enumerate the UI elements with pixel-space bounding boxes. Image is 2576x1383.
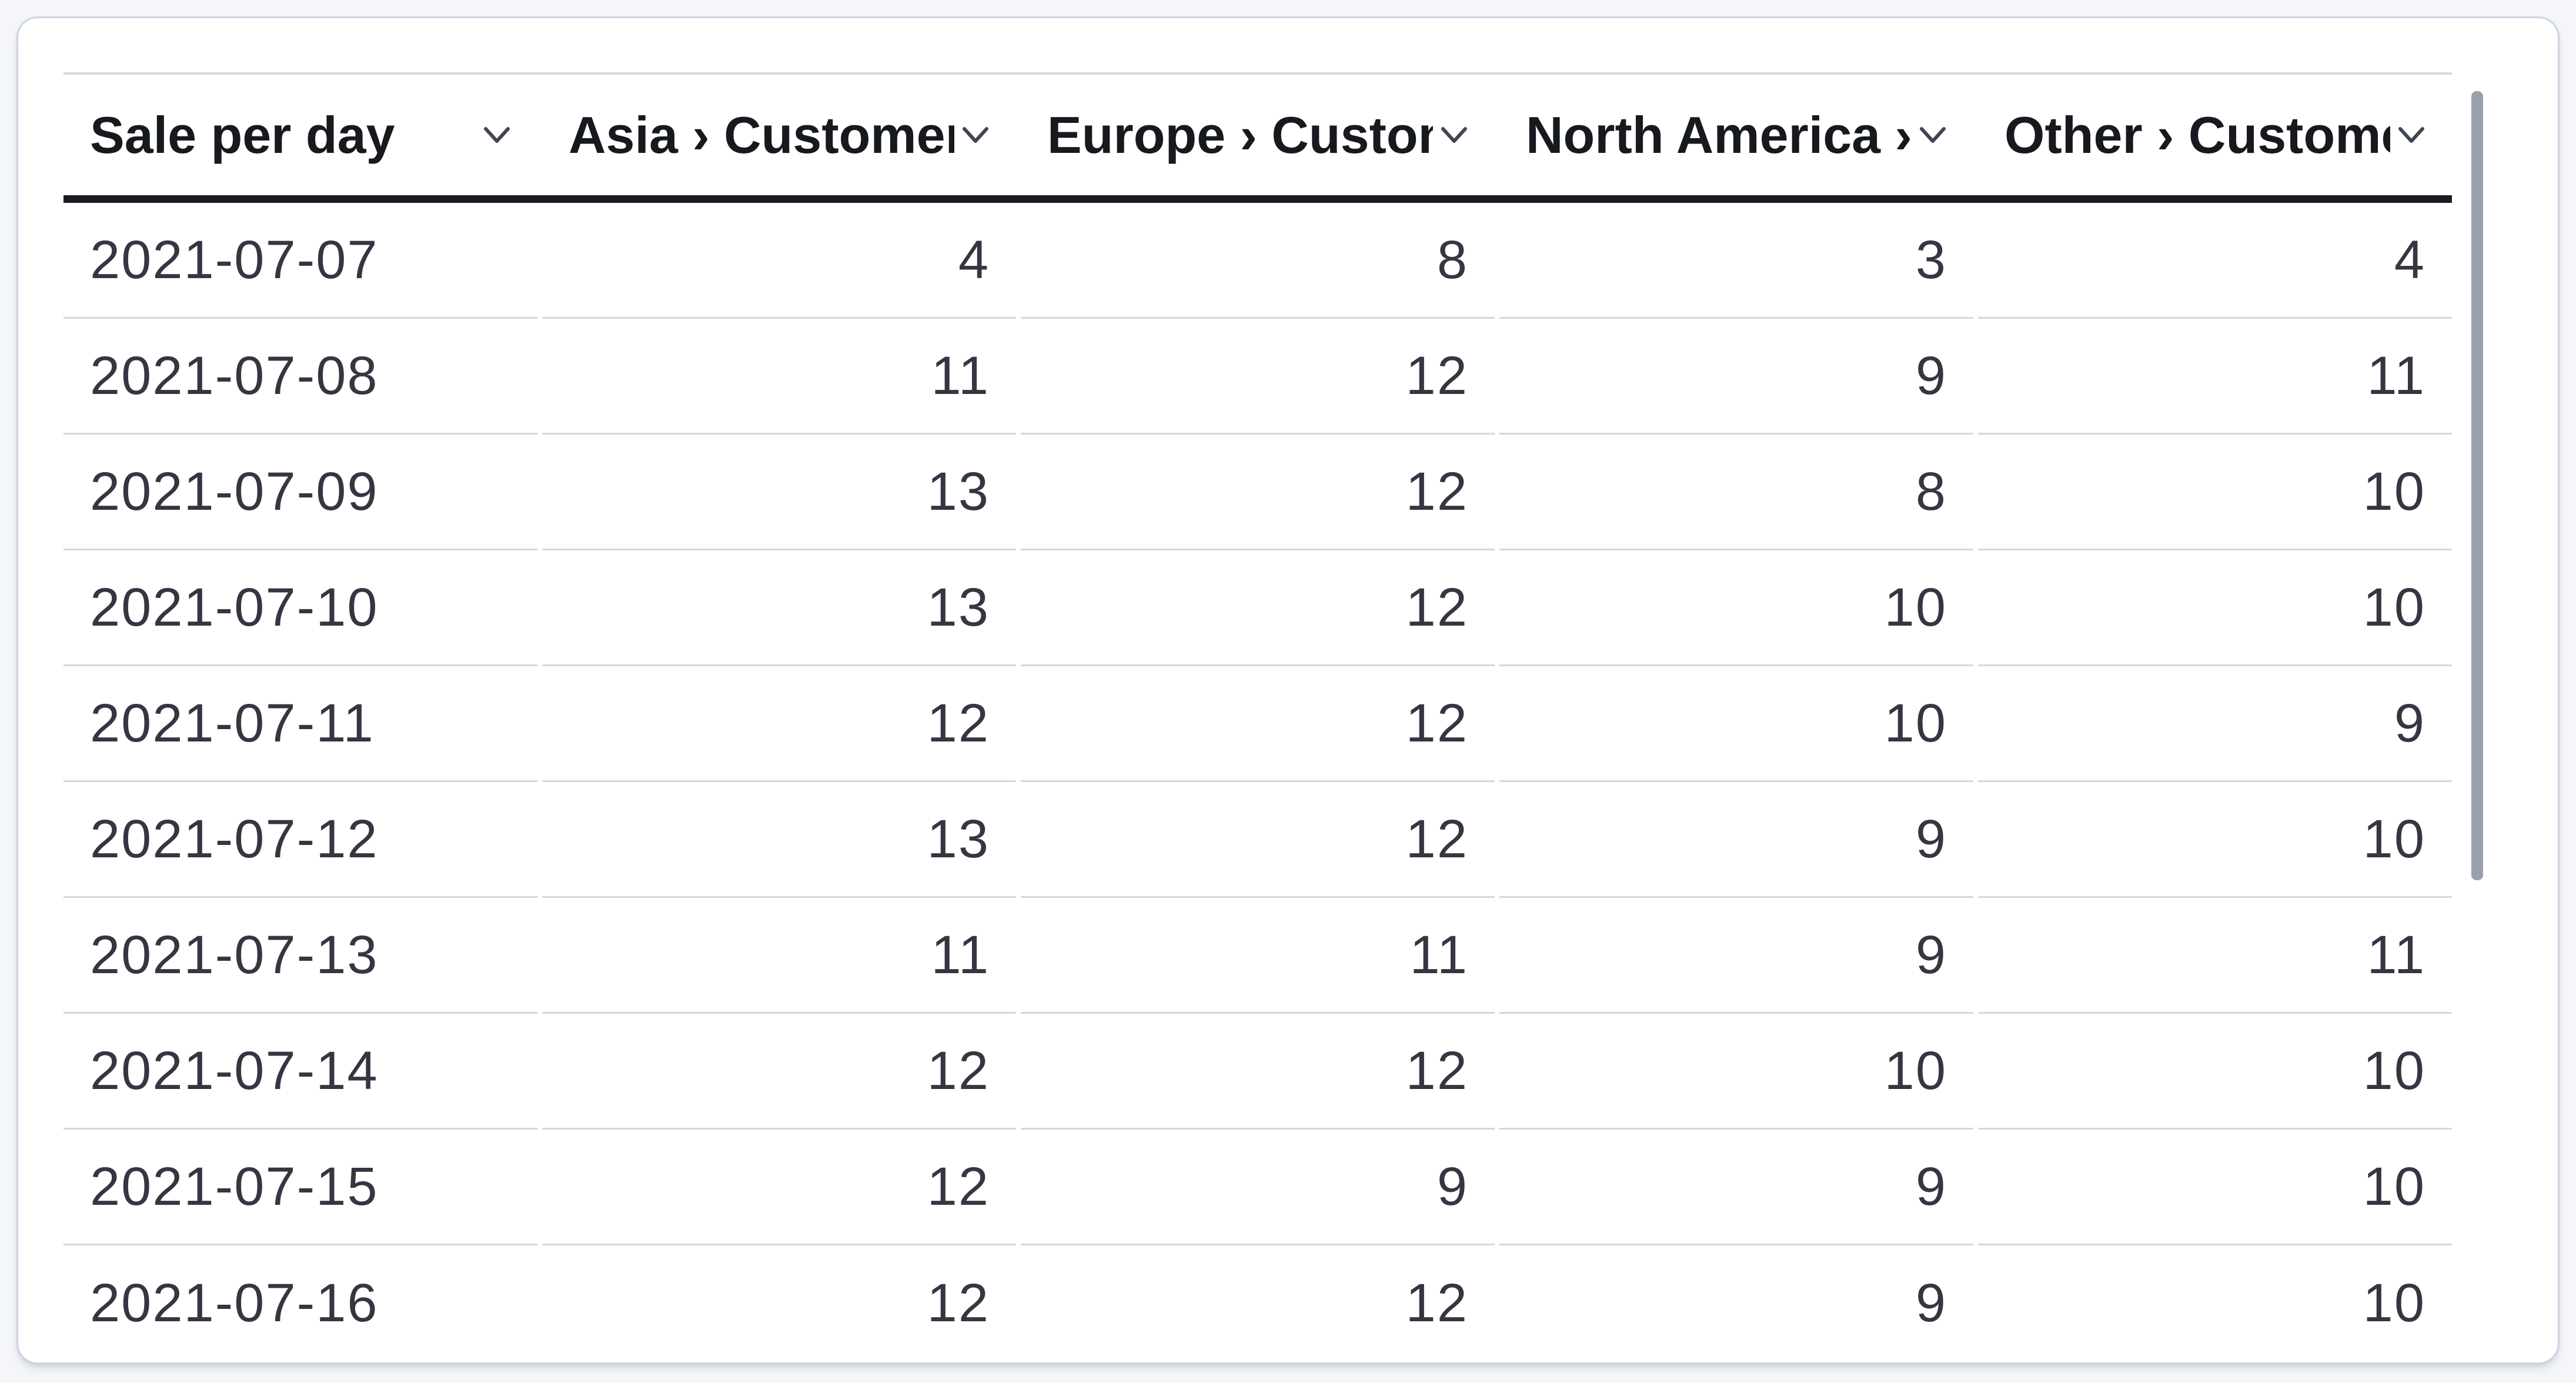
data-table: Sale per day Asia › Customers — [64, 72, 2452, 1361]
table-row: 2021-07-07 4 8 3 4 — [64, 203, 2452, 319]
date-cell: 2021-07-09 — [64, 435, 537, 550]
value-cell: 3 — [1499, 203, 1973, 319]
chevron-down-icon[interactable] — [2390, 126, 2425, 144]
value-cell: 12 — [542, 1014, 1016, 1130]
value-cell: 10 — [2363, 1273, 2425, 1333]
table-header-row: Sale per day Asia › Customers — [64, 72, 2452, 203]
table-row: 2021-07-15 12 9 9 10 — [64, 1130, 2452, 1245]
table-row: 2021-07-14 12 12 10 10 — [64, 1014, 2452, 1130]
value-cell: 12 — [1021, 319, 1495, 435]
table-row: 2021-07-11 12 12 10 9 — [64, 666, 2452, 782]
column-header-north-america-customers[interactable]: North America › Customers — [1499, 75, 1973, 195]
table-row: 2021-07-08 11 12 9 11 — [64, 319, 2452, 435]
value-cell: 12 — [1021, 666, 1495, 782]
value-cell: 13 — [542, 435, 1016, 550]
value-cell: 10 — [1499, 1014, 1973, 1130]
value-cell: 10 — [1978, 782, 2452, 898]
value-cell: 8 — [1499, 435, 1973, 550]
value-cell: 9 — [1499, 898, 1973, 1014]
date-cell: 2021-07-14 — [64, 1014, 537, 1130]
value-cell: 11 — [1978, 319, 2452, 435]
chevron-down-icon[interactable] — [476, 126, 511, 144]
column-header-label: Europe › Customers — [1047, 105, 1433, 164]
column-header-other-customers[interactable]: Other › Customers — [1978, 75, 2452, 195]
value-cell: 12 — [542, 1130, 1016, 1245]
date-cell: 2021-07-11 — [64, 666, 537, 782]
value-cell: 12 — [927, 1273, 990, 1333]
date-cell: 2021-07-08 — [64, 319, 537, 435]
table-row: 2021-07-16 12 12 9 10 — [64, 1245, 2452, 1361]
column-header-label: North America › Customers — [1526, 105, 1912, 164]
value-cell: 12 — [1405, 1273, 1468, 1333]
column-header-label: Asia › Customers — [569, 105, 954, 164]
table-body: 2021-07-07 4 8 3 4 2021-07-08 11 12 9 11 2021-07-0… — [64, 203, 2452, 1361]
value-cell: 11 — [1978, 898, 2452, 1014]
column-header-asia-customers[interactable]: Asia › Customers — [542, 75, 1016, 195]
value-cell: 9 — [1499, 782, 1973, 898]
value-cell: 10 — [1978, 1014, 2452, 1130]
value-cell: 12 — [1021, 782, 1495, 898]
column-header-label: Sale per day — [90, 105, 395, 164]
value-cell: 4 — [542, 203, 1016, 319]
value-cell: 13 — [542, 550, 1016, 666]
chevron-down-icon[interactable] — [1912, 126, 1947, 144]
date-cell: 2021-07-07 — [64, 203, 537, 319]
value-cell: 4 — [1978, 203, 2452, 319]
value-cell: 10 — [1499, 666, 1973, 782]
value-cell: 12 — [1021, 1014, 1495, 1130]
value-cell: 13 — [542, 782, 1016, 898]
date-cell: 2021-07-12 — [64, 782, 537, 898]
date-cell: 2021-07-10 — [64, 550, 537, 666]
value-cell: 12 — [1021, 550, 1495, 666]
value-cell: 12 — [542, 666, 1016, 782]
value-cell: 8 — [1021, 203, 1495, 319]
chevron-down-icon[interactable] — [1433, 126, 1468, 144]
table-row: 2021-07-12 13 12 9 10 — [64, 782, 2452, 898]
value-cell: 9 — [1978, 666, 2452, 782]
table-row: 2021-07-10 13 12 10 10 — [64, 550, 2452, 666]
vertical-scrollbar-thumb[interactable] — [2471, 91, 2483, 880]
value-cell: 9 — [1499, 1130, 1973, 1245]
table-row: 2021-07-09 13 12 8 10 — [64, 435, 2452, 550]
value-cell: 9 — [1499, 319, 1973, 435]
table-row: 2021-07-13 11 11 9 11 — [64, 898, 2452, 1014]
value-cell: 9 — [1915, 1273, 1947, 1333]
date-cell: 2021-07-15 — [64, 1130, 537, 1245]
value-cell: 10 — [1978, 435, 2452, 550]
value-cell: 11 — [1021, 898, 1495, 1014]
date-cell: 2021-07-13 — [64, 898, 537, 1014]
chevron-down-icon[interactable] — [954, 126, 990, 144]
column-header-sale-per-day[interactable]: Sale per day — [64, 75, 537, 195]
value-cell: 12 — [1021, 435, 1495, 550]
value-cell: 10 — [1978, 550, 2452, 666]
column-header-europe-customers[interactable]: Europe › Customers — [1021, 75, 1495, 195]
value-cell: 9 — [1021, 1130, 1495, 1245]
value-cell: 10 — [1978, 1130, 2452, 1245]
column-header-label: Other › Customers — [2004, 105, 2390, 164]
value-cell: 10 — [1499, 550, 1973, 666]
date-cell: 2021-07-16 — [90, 1273, 379, 1333]
value-cell: 11 — [542, 319, 1016, 435]
table-panel: Sale per day Asia › Customers — [16, 16, 2560, 1364]
value-cell: 11 — [542, 898, 1016, 1014]
